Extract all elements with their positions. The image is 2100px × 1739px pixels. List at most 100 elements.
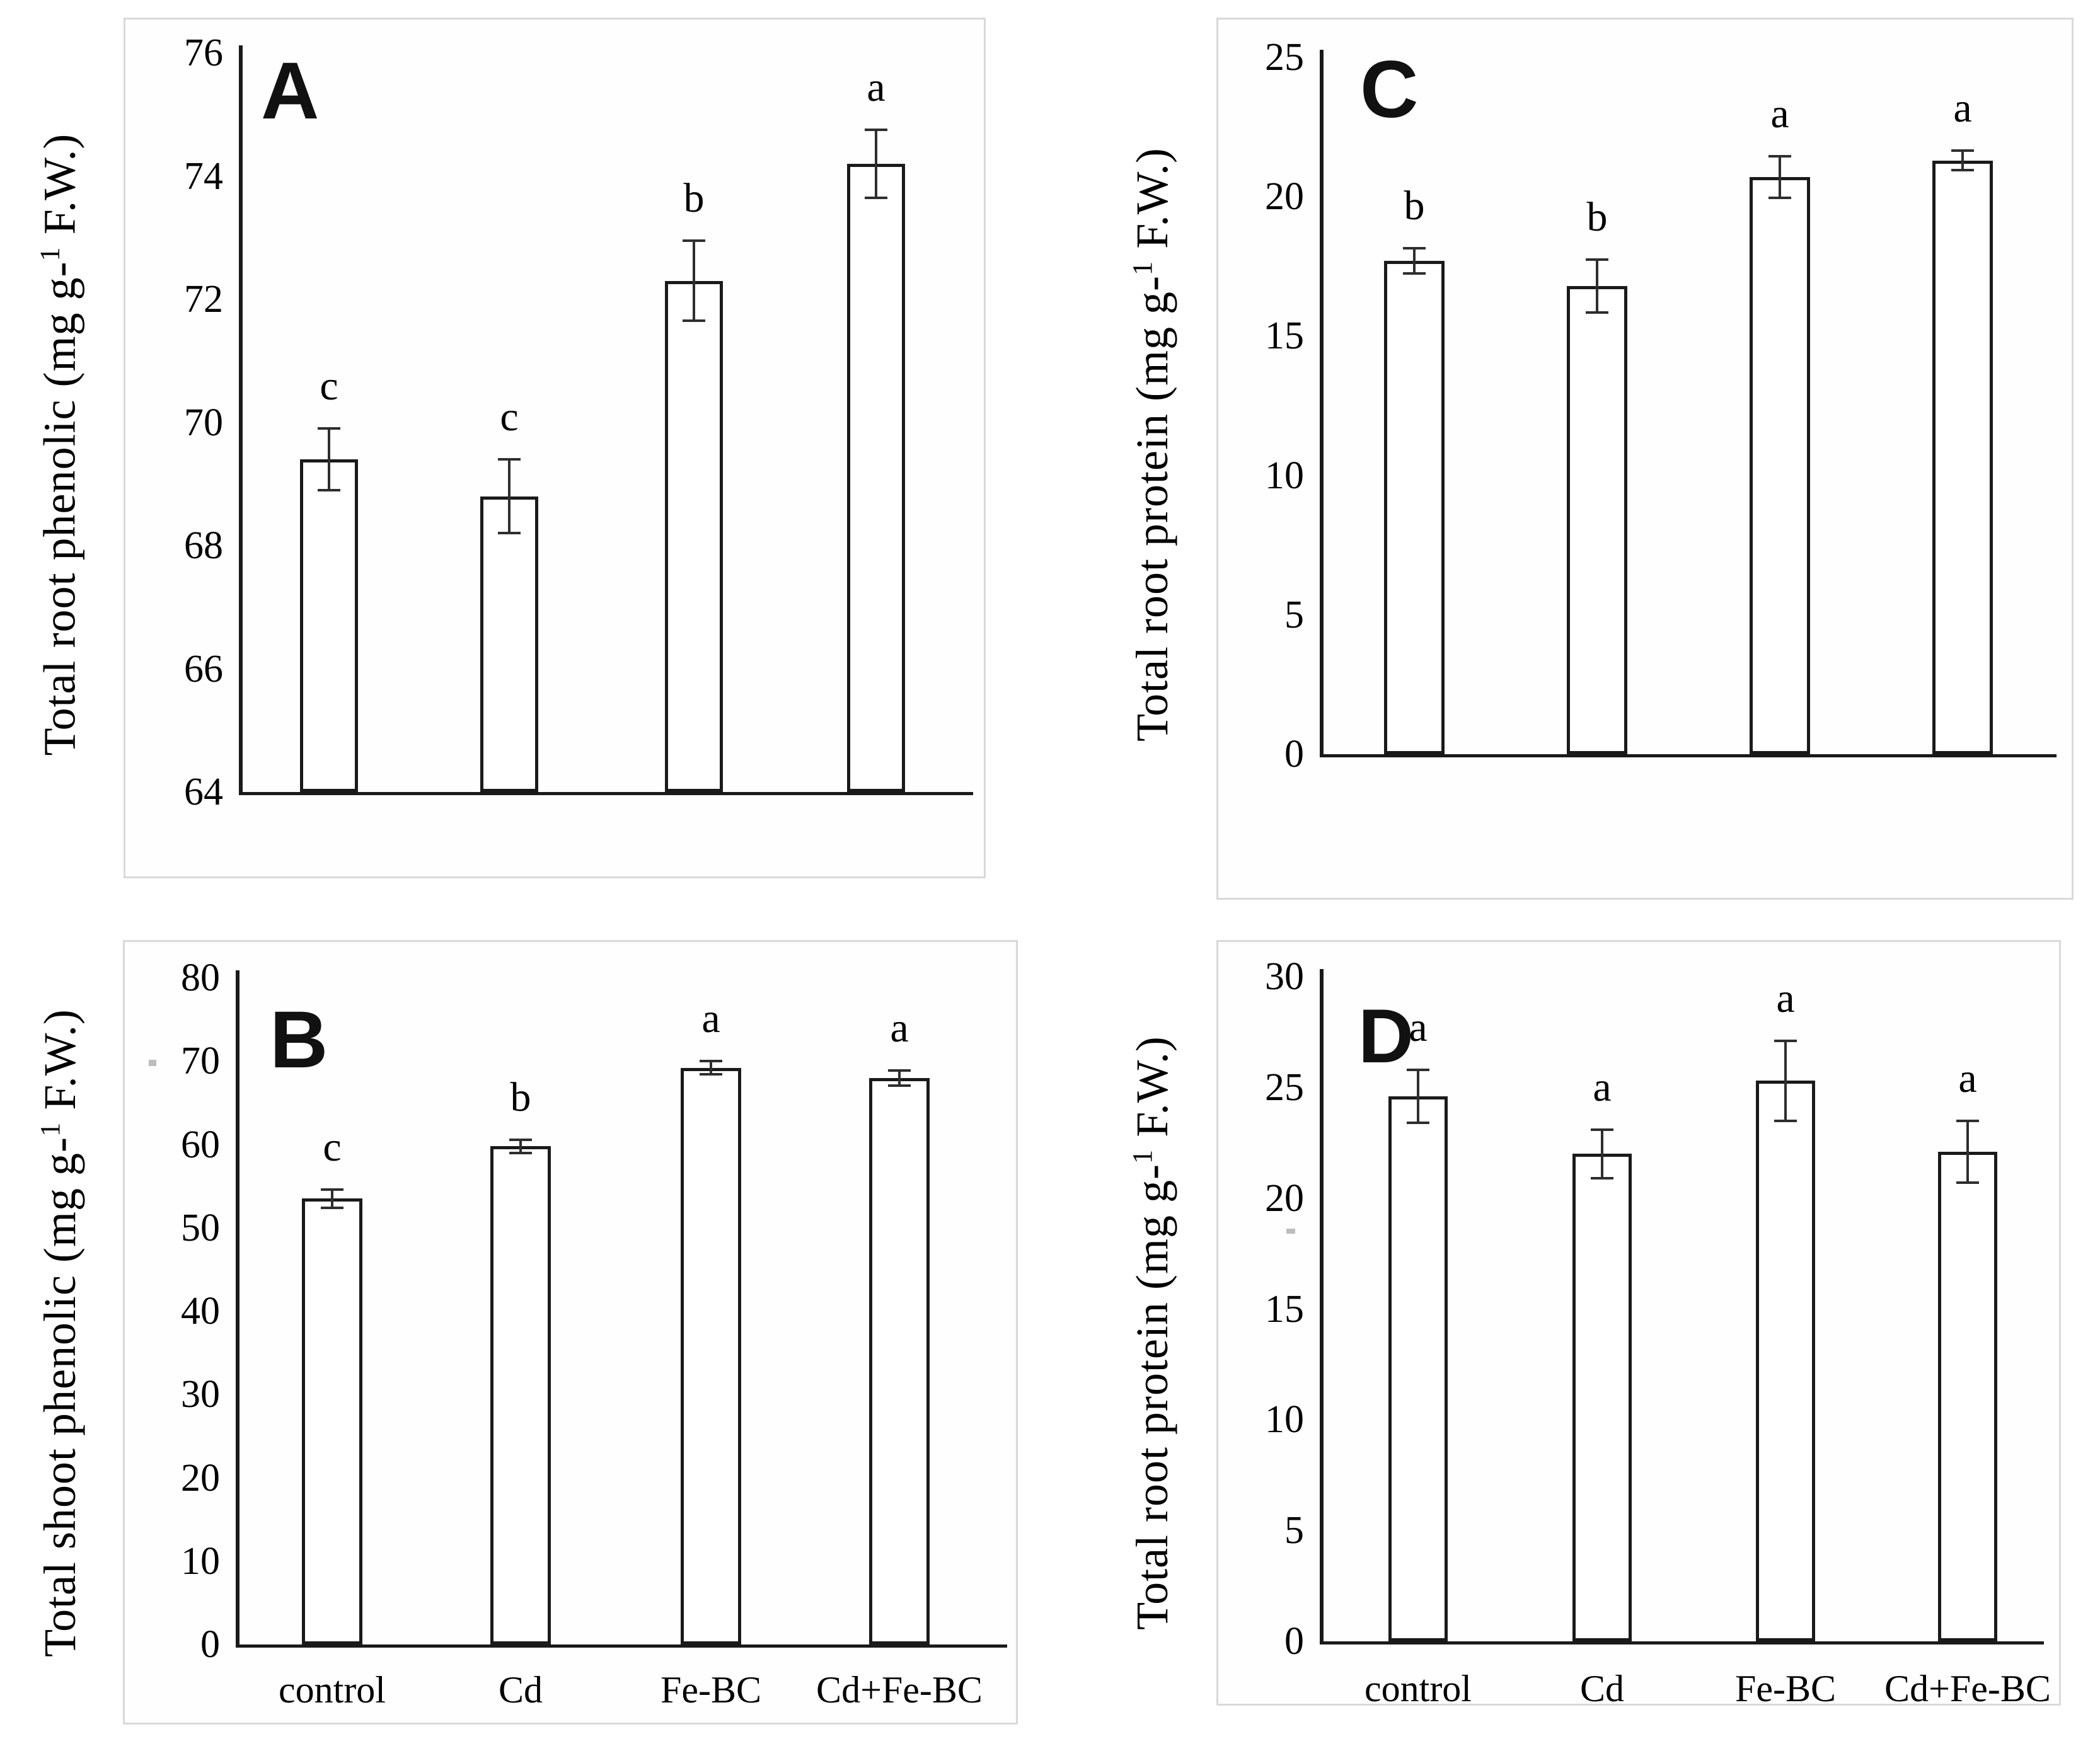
error-bar-cap-top bbox=[1403, 247, 1426, 250]
error-bar-line bbox=[875, 130, 877, 198]
error-bar-cap-top bbox=[683, 239, 705, 243]
error-bar-cap-bottom bbox=[683, 319, 705, 323]
error-bar-cap-top bbox=[318, 427, 340, 430]
y-tick-label: 15 bbox=[1265, 314, 1304, 358]
y-tick-label: 64 bbox=[184, 771, 223, 813]
superscript-exponent: 1 bbox=[33, 246, 66, 261]
error-bar-cap-bottom bbox=[321, 1207, 343, 1209]
error-bar-line bbox=[693, 241, 695, 321]
y-axis-line bbox=[1320, 50, 1324, 754]
bar bbox=[1384, 260, 1445, 754]
bar bbox=[1938, 1151, 1997, 1641]
error-bar-cap-top bbox=[700, 1060, 722, 1063]
bar bbox=[1388, 1096, 1448, 1641]
x-category-label: Cd+Fe-BC bbox=[816, 1669, 983, 1711]
y-tick-label: 15 bbox=[1265, 1287, 1304, 1331]
x-category-label: control bbox=[279, 1669, 386, 1711]
significance-letter: a bbox=[1776, 975, 1795, 1021]
y-tick-label: 76 bbox=[184, 32, 223, 74]
y-axis-label-unit: F.W.) bbox=[34, 1008, 85, 1122]
y-tick-label: 20 bbox=[1265, 175, 1304, 219]
y-axis-label-panel-d: Total root protein (mg g-1 F.W.) bbox=[1102, 945, 1203, 1720]
y-tick-label: 68 bbox=[184, 524, 223, 567]
significance-letter: a bbox=[1409, 1004, 1428, 1050]
y-axis-label-panel-b: Total shoot phenolic (mg g-1 F.W.) bbox=[9, 945, 110, 1720]
error-bar-line bbox=[331, 1189, 333, 1208]
error-bar-line bbox=[328, 428, 330, 491]
y-tick-label: 25 bbox=[1265, 1065, 1304, 1109]
error-bar-cap-bottom bbox=[1956, 1181, 1979, 1185]
y-tick-label: 30 bbox=[181, 1373, 220, 1416]
y-tick-label: 0 bbox=[1284, 1620, 1304, 1663]
significance-letter: a bbox=[867, 64, 886, 111]
x-category-label: Fe-BC bbox=[660, 1669, 762, 1711]
significance-letter: a bbox=[1593, 1064, 1612, 1110]
error-bar-line bbox=[1601, 1129, 1603, 1178]
y-axis-label-text: Total shoot phenolic (mg g- bbox=[34, 1136, 85, 1657]
x-axis-line bbox=[236, 1644, 1007, 1648]
x-category-label: Cd+Fe-BC bbox=[1884, 1668, 2051, 1709]
chart-panel-c: C 25 20 15 10 5 0 b b a a bbox=[1216, 18, 2074, 900]
error-bar-cap-top bbox=[1407, 1068, 1429, 1071]
superscript-exponent: 1 bbox=[1126, 1149, 1158, 1164]
error-bar-line bbox=[710, 1061, 712, 1075]
bar bbox=[1750, 177, 1810, 754]
error-bar-cap-bottom bbox=[1586, 311, 1608, 314]
error-bar-cap-top bbox=[1956, 1119, 1979, 1122]
y-tick-label: 0 bbox=[1284, 733, 1304, 776]
significance-letter: b bbox=[1586, 193, 1608, 240]
superscript-exponent: 1 bbox=[33, 1122, 66, 1137]
panel-letter-c: C bbox=[1360, 45, 1419, 135]
error-bar-cap-top bbox=[509, 1138, 532, 1141]
chart-panel-b: B 80 70 60 50 40 30 20 10 0 c control b Cd a Fe-BC a Cd+… bbox=[123, 940, 1018, 1725]
significance-letter: b bbox=[510, 1074, 531, 1120]
bar bbox=[1567, 285, 1627, 754]
error-bar-cap-top bbox=[1774, 1039, 1797, 1042]
y-tick-label: 72 bbox=[184, 278, 223, 321]
significance-letter: a bbox=[890, 1004, 909, 1051]
significance-letter: b bbox=[1404, 183, 1425, 229]
error-bar-cap-bottom bbox=[1774, 1119, 1797, 1122]
panel-letter-d: D bbox=[1358, 993, 1414, 1079]
y-axis-label-unit: F.W.) bbox=[34, 133, 85, 246]
y-tick-label: 10 bbox=[1265, 454, 1304, 497]
x-category-label: Cd bbox=[1579, 1668, 1625, 1709]
error-bar-line bbox=[1961, 151, 1964, 171]
error-bar-cap-bottom bbox=[509, 1151, 532, 1154]
bar bbox=[1932, 160, 1993, 754]
error-bar-cap-bottom bbox=[498, 532, 521, 535]
error-bar-cap-bottom bbox=[1591, 1177, 1613, 1180]
bar bbox=[869, 1077, 930, 1644]
x-category-label: Fe-BC bbox=[1734, 1668, 1837, 1709]
significance-letter: c bbox=[320, 363, 338, 410]
bar bbox=[302, 1198, 362, 1644]
significance-letter: c bbox=[323, 1123, 342, 1170]
x-axis-line bbox=[1320, 754, 2057, 757]
y-tick-label: 30 bbox=[1265, 955, 1304, 998]
error-bar-cap-bottom bbox=[318, 489, 340, 492]
error-bar-line bbox=[1779, 156, 1781, 198]
y-tick-label: 5 bbox=[1284, 1509, 1304, 1552]
superscript-exponent: 1 bbox=[1126, 260, 1158, 275]
y-tick-label: 5 bbox=[1284, 593, 1304, 636]
error-bar-line bbox=[508, 459, 511, 534]
chart-panel-a: A 76 74 72 70 68 66 64 c c b a bbox=[124, 18, 986, 878]
y-tick-label: 70 bbox=[181, 1040, 220, 1083]
y-tick-label: 40 bbox=[181, 1290, 220, 1333]
y-axis-label-panel-a: Total root phenolic (mg g-1 F.W.) bbox=[9, 44, 110, 844]
error-bar-cap-bottom bbox=[888, 1084, 911, 1087]
error-bar-cap-top bbox=[888, 1069, 911, 1072]
y-tick-label: 74 bbox=[184, 154, 223, 198]
significance-letter: b bbox=[683, 175, 705, 222]
error-bar-line bbox=[519, 1139, 522, 1153]
y-axis-label-text: Total root phenolic (mg g- bbox=[34, 261, 85, 755]
panel-letter-b: B bbox=[270, 995, 328, 1085]
y-tick-label: 25 bbox=[1265, 36, 1304, 79]
y-tick-label: 10 bbox=[1265, 1398, 1304, 1442]
scan-artifact-speck bbox=[149, 1060, 156, 1066]
scan-artifact-speck bbox=[1286, 1229, 1295, 1234]
y-axis-label-unit: F.W.) bbox=[1126, 147, 1177, 261]
error-bar-line bbox=[898, 1070, 901, 1086]
error-bar-line bbox=[1596, 259, 1598, 313]
